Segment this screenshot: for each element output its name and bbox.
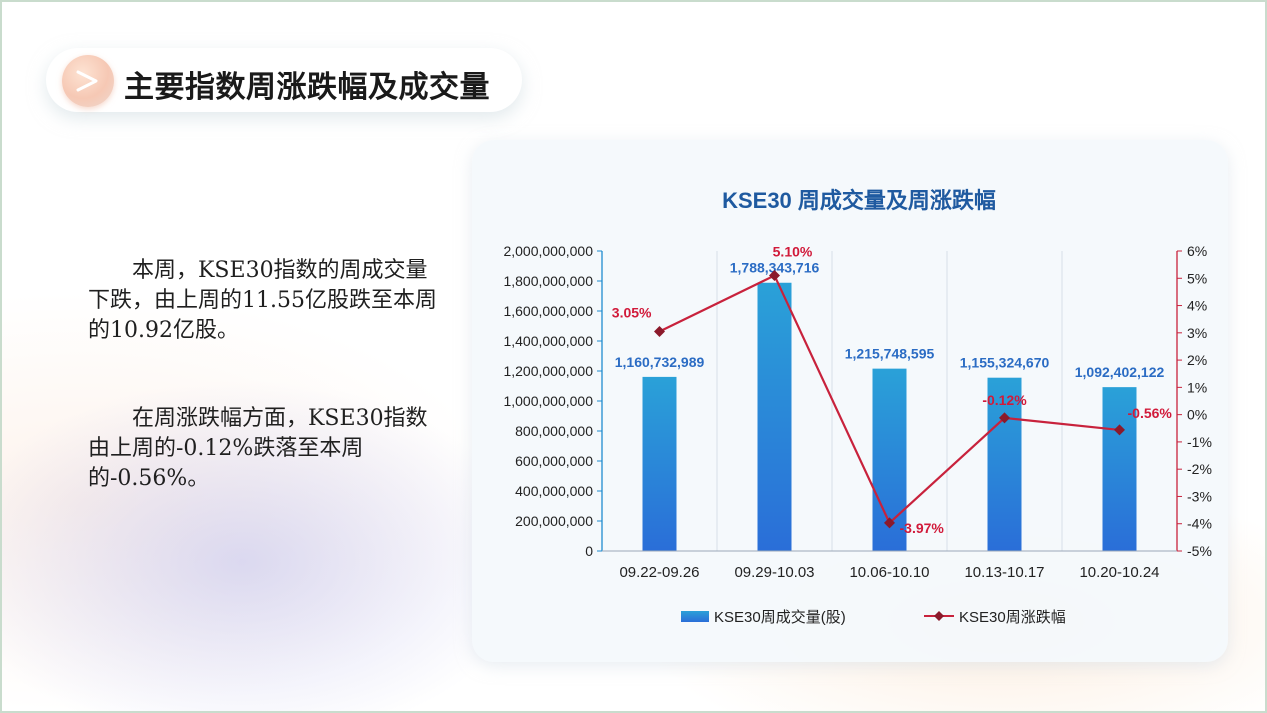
legend-line-label: KSE30周涨跌幅 — [959, 609, 1066, 626]
volume-paragraph: 本周，KSE30指数的周成交量下跌，由上周的11.55亿股跌至本周的10.92亿… — [88, 258, 437, 343]
change-marker — [654, 325, 665, 337]
volume-data-label: 1,155,324,670 — [960, 355, 1050, 371]
x-tick-label: 10.13-10.17 — [964, 564, 1044, 581]
legend-bar-swatch — [681, 611, 709, 622]
change-marker — [1114, 424, 1125, 436]
right-tick-label: 5% — [1187, 270, 1207, 286]
chart-title: KSE30 周成交量及周涨跌幅 — [722, 188, 996, 213]
right-tick-label: 6% — [1187, 243, 1207, 259]
volume-data-label: 1,788,343,716 — [730, 260, 820, 276]
right-tick-label: 1% — [1187, 379, 1207, 395]
left-tick-label: 200,000,000 — [515, 513, 593, 529]
volume-data-label: 1,160,732,989 — [615, 354, 705, 370]
change-paragraph: 在周涨跌幅方面，KSE30指数由上周的-0.12%跌落至本周的-0.56%。 — [88, 406, 428, 491]
x-tick-label: 09.22-09.26 — [619, 564, 699, 581]
chevron-right-icon — [76, 70, 98, 92]
volume-data-label: 1,215,748,595 — [845, 346, 935, 362]
change-marker — [884, 517, 895, 529]
change-data-label: 3.05% — [612, 304, 652, 320]
axes: 0 200,000,000 400,000,000 600,000,000 800,00… — [503, 243, 1211, 581]
volume-data-label: 1,092,402,122 — [1075, 364, 1165, 380]
right-tick-label: -3% — [1187, 488, 1212, 504]
change-data-label: -3.97% — [900, 520, 945, 536]
volume-bar — [987, 377, 1022, 551]
change-data-label: -0.12% — [982, 392, 1027, 408]
left-tick-label: 1,200,000,000 — [503, 363, 593, 379]
right-tick-label: 0% — [1187, 407, 1207, 423]
page-title: 主要指数周涨跌幅及成交量 — [124, 70, 490, 105]
volume-bar — [1102, 387, 1137, 551]
change-marker — [999, 412, 1010, 424]
x-tick-label: 09.29-10.03 — [734, 564, 814, 581]
left-tick-label: 600,000,000 — [515, 453, 593, 469]
left-tick-label: 1,400,000,000 — [503, 333, 593, 349]
line-series: 3.05% 5.10% -3.97% -0.12% -0.56% — [612, 244, 1173, 536]
right-tick-label: -5% — [1187, 543, 1212, 559]
change-data-label: 5.10% — [773, 244, 813, 260]
left-tick-label: 0 — [585, 543, 593, 559]
volume-bar — [757, 282, 792, 551]
left-tick-label: 1,000,000,000 — [503, 393, 593, 409]
bars: 1,160,732,989 1,788,343,716 1,215,748,595 1… — [615, 260, 1165, 551]
left-tick-label: 1,600,000,000 — [503, 303, 593, 319]
left-tick-label: 1,800,000,000 — [503, 273, 593, 289]
x-tick-label: 10.06-10.10 — [849, 564, 929, 581]
change-data-label: -0.56% — [1128, 405, 1173, 421]
right-tick-label: -1% — [1187, 434, 1212, 450]
right-tick-label: 4% — [1187, 298, 1207, 314]
volume-bar — [642, 376, 677, 551]
legend-line-marker — [934, 611, 944, 621]
right-tick-label: 3% — [1187, 325, 1207, 341]
right-tick-label: -2% — [1187, 461, 1212, 477]
right-tick-label: -4% — [1187, 516, 1212, 532]
change-marker — [769, 270, 780, 282]
left-tick-label: 400,000,000 — [515, 483, 593, 499]
legend: KSE30周成交量(股) KSE30周涨跌幅 — [681, 608, 1066, 626]
x-tick-label: 10.20-10.24 — [1079, 564, 1159, 581]
title-badge — [62, 55, 114, 107]
left-tick-label: 800,000,000 — [515, 423, 593, 439]
legend-bar-label: KSE30周成交量(股) — [714, 608, 846, 626]
left-tick-label: 2,000,000,000 — [503, 243, 593, 259]
title-pill — [46, 48, 522, 112]
right-tick-label: 2% — [1187, 352, 1207, 368]
